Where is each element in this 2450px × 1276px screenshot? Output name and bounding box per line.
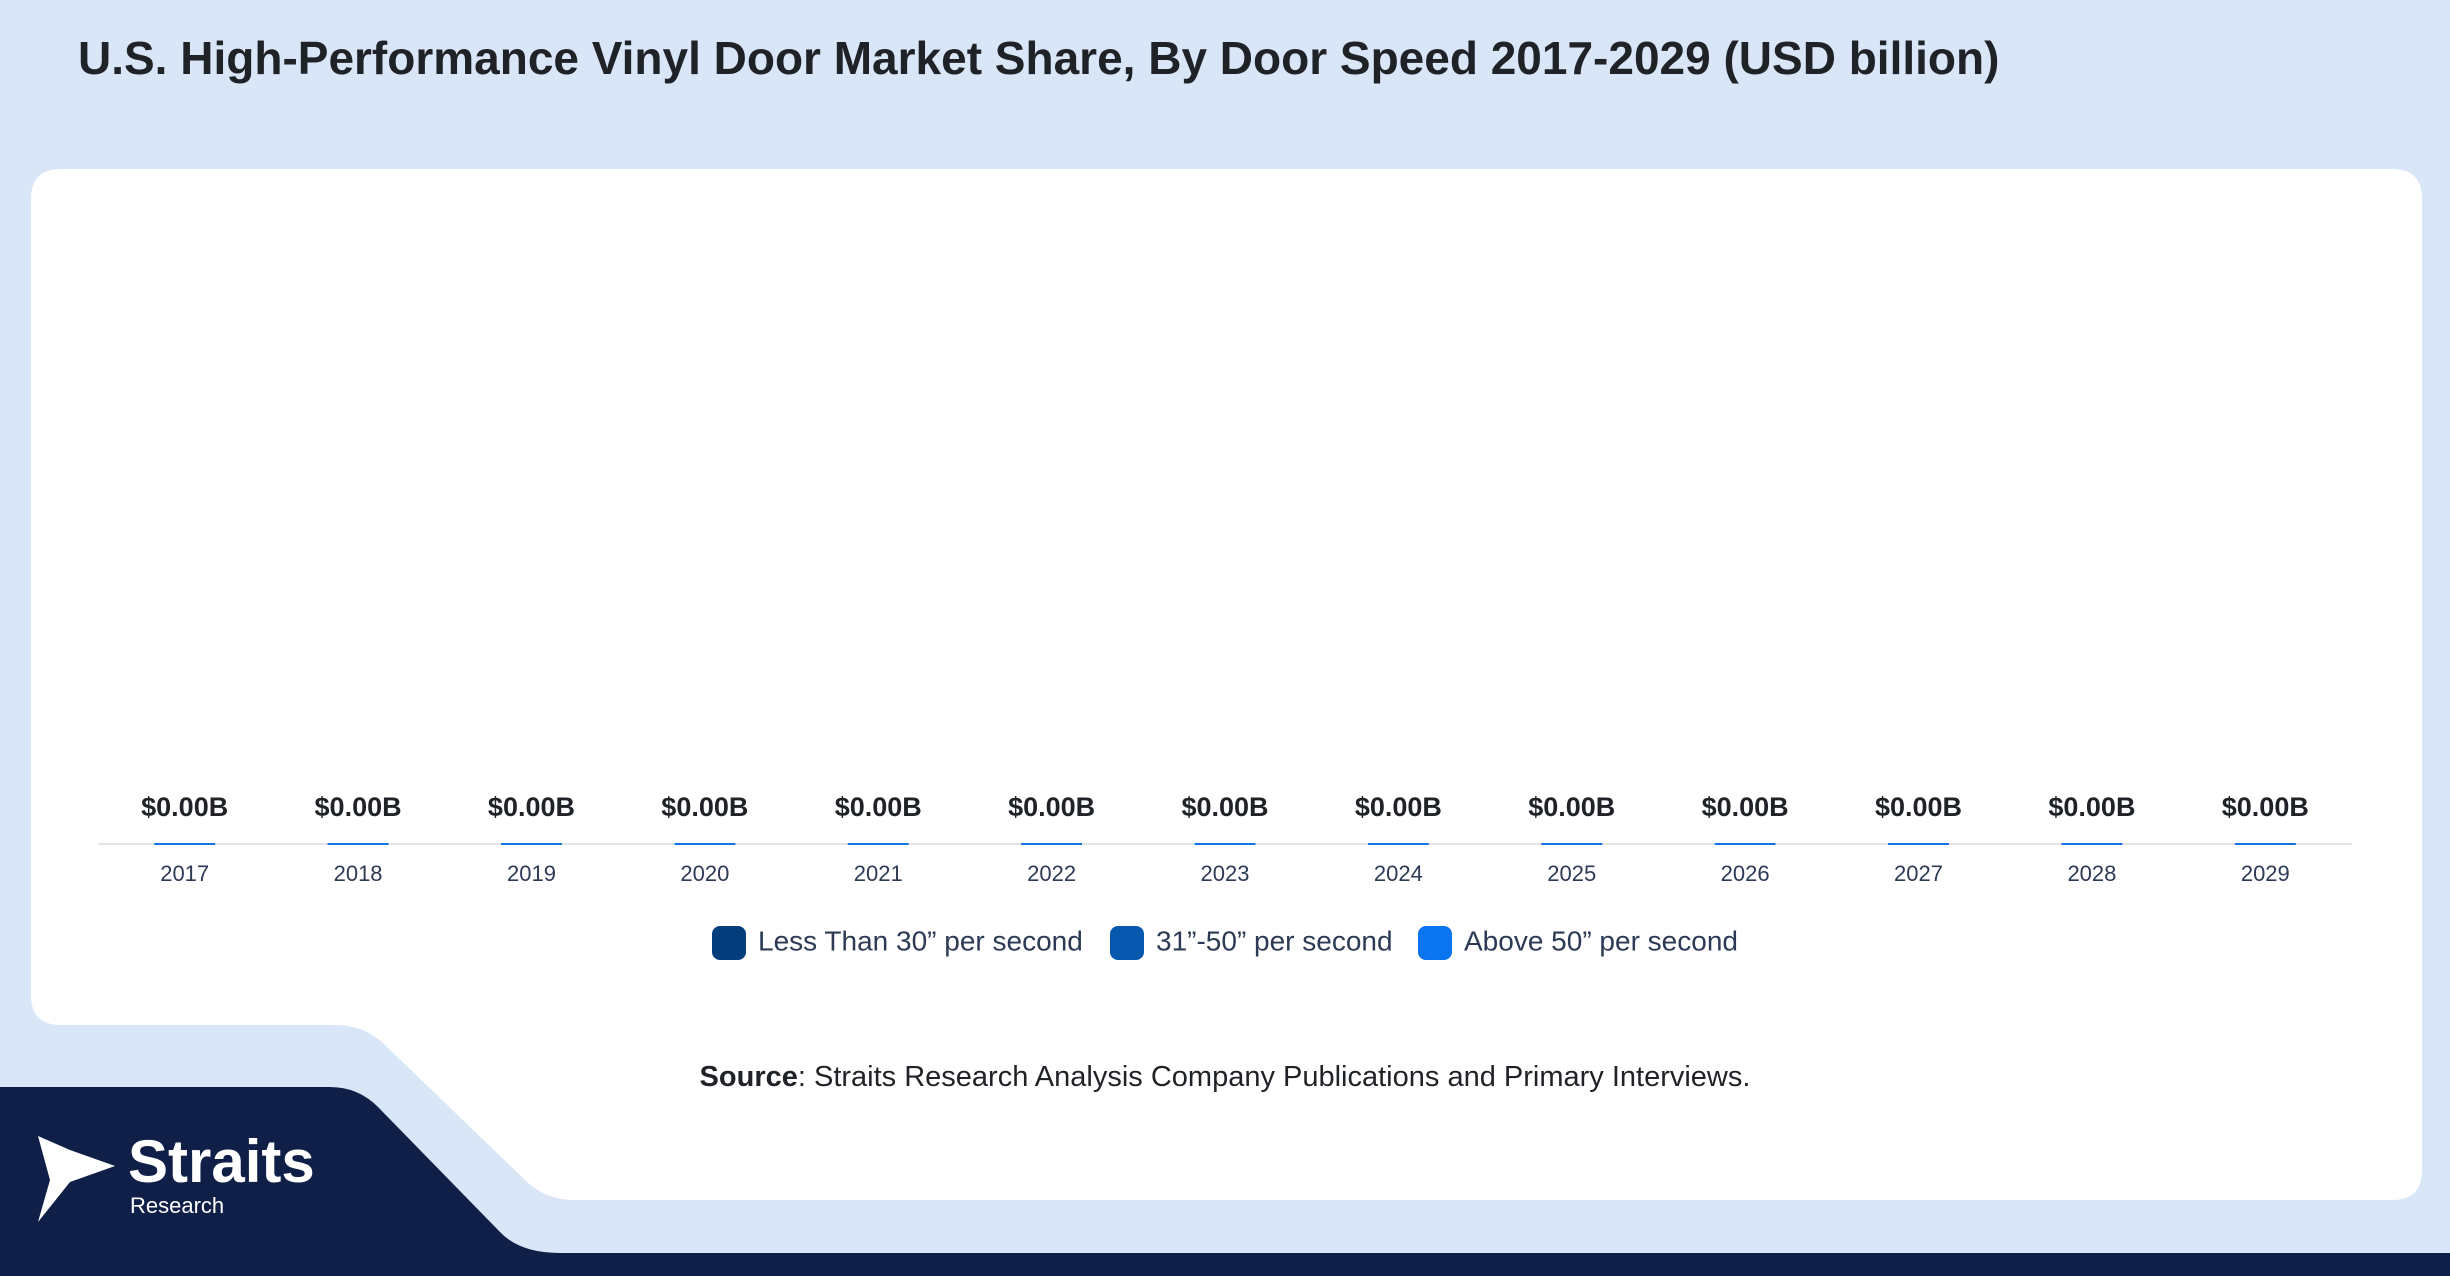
value-label: $0.00B: [1702, 792, 1789, 822]
value-label: $0.00B: [1875, 792, 1962, 822]
source-text: : Straits Research Analysis Company Publ…: [798, 1061, 1751, 1093]
legend-label: Above 50” per second: [1464, 925, 1738, 956]
legend-swatch: [712, 926, 746, 960]
legend-swatch: [1418, 926, 1452, 960]
value-label: $0.00B: [315, 792, 402, 822]
card: [31, 169, 2422, 1200]
logo-name: Straits: [128, 1128, 315, 1195]
x-tick-label: 2022: [1027, 861, 1076, 886]
chart-title: U.S. High-Performance Vinyl Door Market …: [78, 32, 1999, 84]
x-tick-label: 2021: [854, 861, 903, 886]
logo-sub: Research: [130, 1193, 224, 1218]
legend-swatch: [1110, 926, 1144, 960]
value-label: $0.00B: [835, 792, 922, 822]
legend-label: Less Than 30” per second: [758, 925, 1083, 956]
value-label: $0.00B: [661, 792, 748, 822]
x-tick-label: 2019: [507, 861, 556, 886]
x-tick-label: 2023: [1201, 861, 1250, 886]
value-label: $0.00B: [2048, 792, 2135, 822]
x-tick-label: 2024: [1374, 861, 1423, 886]
value-label: $0.00B: [1008, 792, 1095, 822]
x-tick-label: 2025: [1547, 861, 1596, 886]
x-tick-label: 2018: [334, 861, 383, 886]
x-tick-label: 2017: [160, 861, 209, 886]
x-tick-label: 2020: [680, 861, 729, 886]
value-label: $0.00B: [488, 792, 575, 822]
legend-label: 31”-50” per second: [1156, 925, 1393, 956]
value-label: $0.00B: [1528, 792, 1615, 822]
source-label: Source: [700, 1061, 798, 1093]
footer-band: [0, 1087, 2450, 1276]
x-tick-label: 2028: [2067, 861, 2116, 886]
x-tick-label: 2026: [1721, 861, 1770, 886]
logo-icon: [38, 1136, 115, 1222]
x-tick-label: 2029: [2241, 861, 2290, 886]
source: Source: Straits Research Analysis Compan…: [700, 1061, 1751, 1093]
x-tick-label: 2027: [1894, 861, 1943, 886]
value-label: $0.00B: [2222, 792, 2309, 822]
value-label: $0.00B: [1181, 792, 1268, 822]
value-label: $0.00B: [141, 792, 228, 822]
value-label: $0.00B: [1355, 792, 1442, 822]
